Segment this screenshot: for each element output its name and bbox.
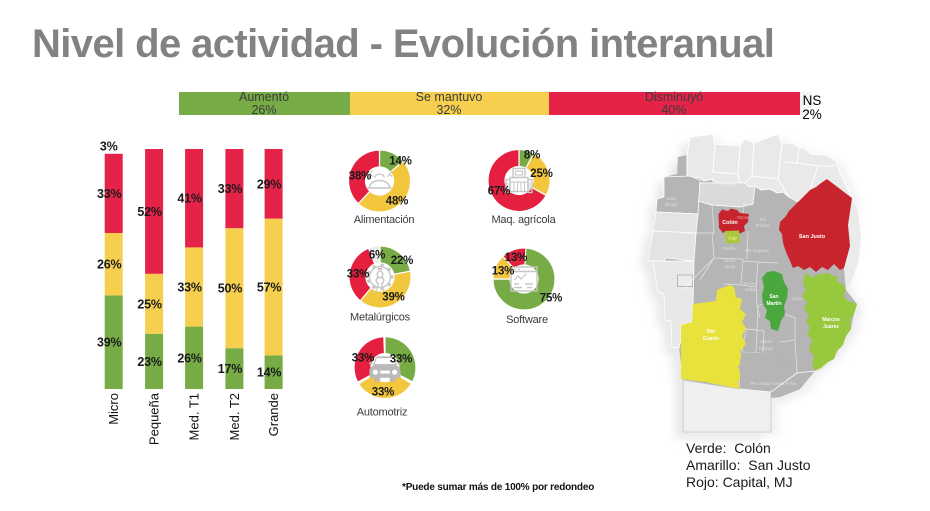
svg-text:María: María bbox=[725, 264, 736, 269]
svg-text:33%: 33% bbox=[390, 354, 412, 366]
svg-text:50%: 50% bbox=[218, 282, 243, 296]
svg-text:14%: 14% bbox=[389, 156, 411, 168]
svg-text:Primero: Primero bbox=[756, 223, 771, 228]
svg-text:Santa: Santa bbox=[725, 258, 737, 263]
svg-text:Grande: Grande bbox=[266, 393, 281, 436]
svg-text:Tulumba: Tulumba bbox=[720, 182, 737, 187]
svg-text:Pequeña: Pequeña bbox=[147, 392, 162, 445]
svg-text:26%: 26% bbox=[97, 258, 122, 272]
svg-text:23%: 23% bbox=[137, 355, 162, 369]
svg-text:33%: 33% bbox=[97, 187, 122, 201]
svg-text:Cap: Cap bbox=[728, 236, 737, 241]
svg-text:del Eje: del Eje bbox=[665, 202, 678, 207]
svg-text:Metalúrgicos: Metalúrgicos bbox=[350, 312, 411, 324]
svg-text:Med. T2: Med. T2 bbox=[227, 393, 242, 440]
svg-text:Pte. Roque Saenz Peña: Pte. Roque Saenz Peña bbox=[751, 381, 797, 386]
svg-text:26%: 26% bbox=[177, 351, 202, 365]
svg-text:Arriba: Arriba bbox=[744, 287, 756, 292]
svg-text:25%: 25% bbox=[137, 297, 162, 311]
svg-text:8%: 8% bbox=[524, 150, 540, 162]
svg-text:Río Segundo: Río Segundo bbox=[745, 248, 770, 253]
svg-text:Cruz: Cruz bbox=[667, 196, 676, 201]
svg-text:Río: Río bbox=[707, 329, 715, 335]
svg-text:Juárez: Juárez bbox=[760, 339, 773, 344]
svg-text:Alimentación: Alimentación bbox=[354, 214, 415, 226]
svg-text:14%: 14% bbox=[257, 366, 282, 380]
svg-text:41%: 41% bbox=[177, 192, 202, 206]
svg-text:33%: 33% bbox=[218, 182, 243, 196]
svg-text:Martín: Martín bbox=[767, 301, 782, 307]
svg-text:75%: 75% bbox=[540, 293, 562, 305]
svg-text:San: San bbox=[769, 294, 778, 300]
svg-text:57%: 57% bbox=[257, 281, 282, 295]
svg-text:52%: 52% bbox=[137, 205, 162, 219]
svg-text:Cuarto: Cuarto bbox=[703, 336, 719, 342]
svg-text:Río: Río bbox=[760, 217, 767, 222]
svg-text:Totoral: Totoral bbox=[737, 215, 750, 220]
svg-text:33%: 33% bbox=[347, 269, 369, 281]
svg-text:33%: 33% bbox=[372, 387, 394, 399]
svg-text:Med. T1: Med. T1 bbox=[187, 393, 202, 440]
svg-text:Automotriz: Automotriz bbox=[357, 407, 408, 419]
svg-text:Celman: Celman bbox=[759, 346, 774, 351]
svg-text:San Justo: San Justo bbox=[799, 234, 826, 240]
svg-text:6%: 6% bbox=[369, 250, 385, 262]
svg-text:Punilla: Punilla bbox=[723, 246, 736, 251]
svg-text:Marcos: Marcos bbox=[822, 317, 840, 323]
svg-text:33%: 33% bbox=[177, 281, 202, 295]
svg-text:Unión: Unión bbox=[792, 296, 804, 301]
svg-text:13%: 13% bbox=[492, 266, 514, 278]
svg-text:29%: 29% bbox=[257, 177, 282, 191]
svg-text:67%: 67% bbox=[488, 186, 510, 198]
svg-text:17%: 17% bbox=[218, 362, 243, 376]
svg-text:48%: 48% bbox=[386, 196, 408, 208]
svg-text:22%: 22% bbox=[391, 255, 413, 267]
svg-text:39%: 39% bbox=[382, 292, 404, 304]
svg-text:Micro: Micro bbox=[106, 393, 121, 425]
svg-text:Software: Software bbox=[506, 314, 548, 326]
svg-text:Tercero: Tercero bbox=[743, 281, 758, 286]
svg-text:Colón: Colón bbox=[722, 220, 738, 226]
svg-text:Juárez: Juárez bbox=[823, 324, 839, 330]
svg-text:3%: 3% bbox=[100, 139, 118, 153]
svg-text:25%: 25% bbox=[530, 168, 552, 180]
svg-text:Maq. agrícola: Maq. agrícola bbox=[491, 214, 556, 226]
svg-text:39%: 39% bbox=[97, 336, 122, 350]
svg-text:33%: 33% bbox=[352, 353, 374, 365]
svg-text:13%: 13% bbox=[505, 252, 527, 264]
svg-text:38%: 38% bbox=[349, 171, 371, 183]
